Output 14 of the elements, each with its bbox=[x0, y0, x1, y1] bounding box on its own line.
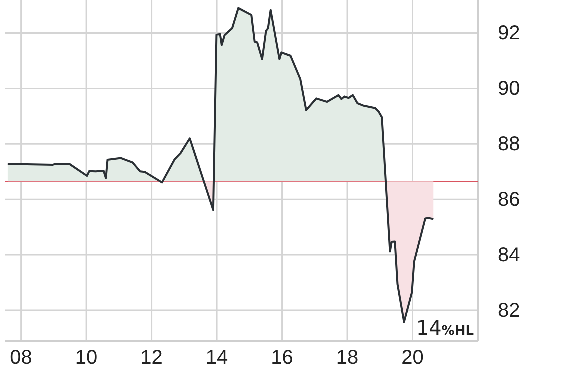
x-tick-label: 20 bbox=[402, 347, 424, 370]
x-tick-label: 08 bbox=[10, 347, 32, 370]
x-tick-label: 12 bbox=[140, 347, 163, 370]
y-tick-label: 84 bbox=[498, 244, 520, 266]
x-tick-label: 10 bbox=[75, 347, 98, 370]
y-tick-label: 86 bbox=[498, 189, 520, 212]
y-tick-label: 90 bbox=[498, 78, 520, 100]
x-tick-label: 18 bbox=[336, 347, 359, 370]
x-tick-label: 16 bbox=[271, 347, 294, 370]
annotation: 14%HL bbox=[416, 316, 474, 340]
y-tick-label: 88 bbox=[498, 134, 520, 156]
y-tick-label: 92 bbox=[498, 22, 520, 45]
y-tick-label: 82 bbox=[498, 300, 520, 322]
x-tick-label: 14 bbox=[206, 347, 228, 370]
